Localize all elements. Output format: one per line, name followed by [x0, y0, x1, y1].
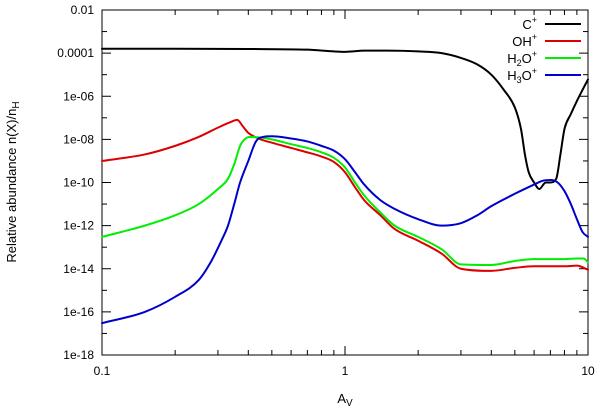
x-tick-label: 10 — [581, 364, 595, 378]
legend-label-0: C+ — [522, 15, 537, 32]
y-tick-label: 1e-18 — [63, 348, 94, 362]
y-tick-label: 1e-14 — [63, 262, 94, 276]
y-axis-label: Relative abundance n(X)/nH — [4, 101, 22, 262]
legend-label-3: H3O+ — [507, 66, 537, 85]
y-tick-label: 1e-10 — [63, 176, 94, 190]
y-tick-label: 0.01 — [71, 3, 95, 17]
legend-label-1: OH+ — [512, 32, 537, 49]
legend-label-2: H2O+ — [507, 49, 537, 68]
x-axis-label: AV — [337, 391, 353, 409]
y-tick-label: 0.0001 — [57, 46, 94, 60]
y-tick-label: 1e-06 — [63, 89, 94, 103]
x-tick-label: 1 — [342, 364, 349, 378]
legend: C+OH+H2O+H3O+ — [507, 15, 581, 85]
x-tick-label: 0.1 — [94, 364, 111, 378]
y-tick-label: 1e-08 — [63, 132, 94, 146]
series-line-1 — [101, 118, 589, 272]
y-tick-label: 1e-16 — [63, 305, 94, 319]
series-line-2 — [101, 135, 589, 266]
series-line-3 — [101, 135, 589, 325]
axis-ticks: 0.1 1 10 0.01 0.0001 1e-06 1e-08 1e-10 1e-12 1e-1… — [57, 3, 595, 378]
y-tick-label: 1e-12 — [63, 219, 94, 233]
series-group — [101, 47, 589, 325]
series-line-0 — [101, 47, 589, 190]
